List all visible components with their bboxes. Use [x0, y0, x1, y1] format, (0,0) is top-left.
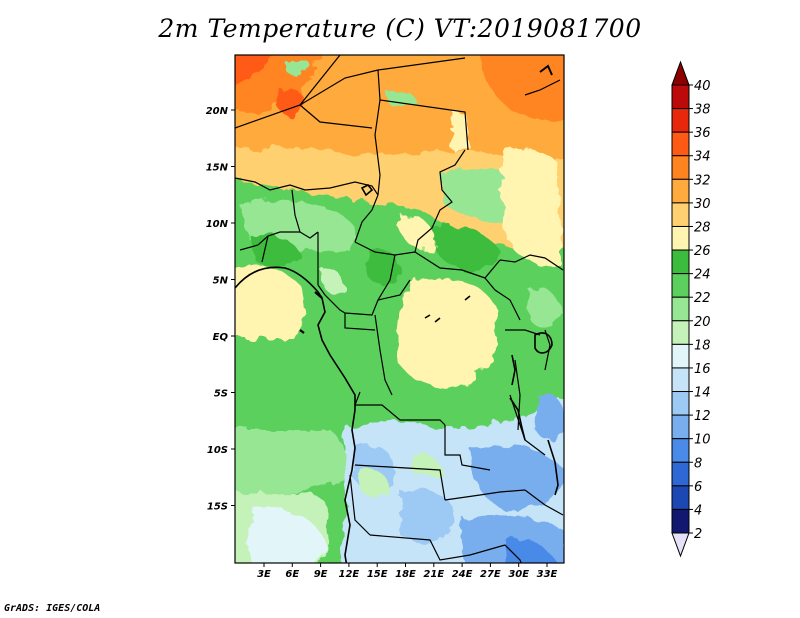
colorbar-swatch — [671, 202, 690, 227]
colorbar-max-arrow — [671, 60, 690, 86]
colorbar-swatch — [671, 84, 690, 110]
colorbar-label: 10 — [694, 433, 711, 448]
colorbar-swatch — [671, 320, 690, 345]
coastlines-and-lakes — [235, 64, 559, 563]
colorbar-label: 8 — [694, 456, 702, 471]
colorbar-label: 4 — [694, 503, 702, 518]
colorbar-swatch — [671, 273, 690, 298]
colorbar-swatch — [671, 249, 690, 275]
lon-label: 12E — [339, 569, 360, 580]
lat-label: 15N — [206, 163, 229, 174]
lon-label: 6E — [285, 569, 299, 580]
colorbar-swatch — [671, 225, 690, 251]
colorbar-swatch — [671, 108, 690, 133]
colorbar-swatch — [671, 296, 690, 322]
map-title: 2m Temperature (C) VT:2019081700 — [158, 14, 642, 43]
colorbar-label: 12 — [694, 409, 711, 424]
map-frame — [234, 54, 565, 564]
grads-credit: GrADS: IGES/COLA — [4, 603, 101, 614]
colorbar-swatch — [671, 367, 690, 393]
country-borders — [235, 55, 564, 563]
colorbar-label: 24 — [694, 268, 711, 283]
lon-label: 3E — [257, 569, 271, 580]
colorbar-label: 40 — [694, 79, 711, 94]
colorbar-label: 28 — [694, 220, 711, 235]
lon-label: 27E — [480, 569, 501, 580]
colorbar-min-arrow — [671, 532, 690, 558]
colorbar-swatch — [671, 438, 690, 463]
colorbar-swatch — [671, 155, 690, 180]
colorbar-swatch — [671, 178, 690, 204]
colorbar-swatch — [671, 485, 690, 510]
colorbar-label: 36 — [694, 126, 711, 141]
colorbar-label: 22 — [694, 291, 711, 306]
colorbar-swatch — [671, 461, 690, 487]
temperature-fill — [235, 55, 564, 563]
lon-label: 15E — [367, 569, 388, 580]
lon-label: 33E — [537, 569, 558, 580]
colorbar-label: 26 — [694, 244, 711, 259]
lat-label: 5N — [213, 276, 229, 287]
colorbar-label: 34 — [694, 150, 711, 165]
colorbar-swatch — [671, 508, 690, 534]
lon-label: 21E — [423, 569, 444, 580]
colorbar-label: 32 — [694, 173, 711, 188]
colorbar-label: 6 — [694, 480, 702, 495]
latitude-axis: 20N 15N 10N 5N EQ 5S 10S 15S — [206, 106, 235, 513]
colorbar-swatch — [671, 414, 690, 440]
lon-label: 24E — [452, 569, 473, 580]
lat-label: EQ — [213, 332, 229, 343]
colorbar-swatch — [671, 343, 690, 369]
lat-label: 15S — [207, 502, 228, 513]
colorbar-label: 14 — [694, 386, 711, 401]
colorbar-swatch — [671, 391, 690, 416]
lat-label: 20N — [206, 106, 229, 117]
colorbar-label: 38 — [694, 103, 711, 118]
colorbar-label: 16 — [694, 362, 711, 377]
colorbar-label: 30 — [694, 197, 711, 212]
lon-label: 18E — [395, 569, 416, 580]
lat-label: 5S — [214, 389, 228, 400]
lat-label: 10N — [206, 219, 229, 230]
longitude-axis: 3E 6E 9E 12E 15E 18E 21E 24E 27E 30E 33E — [257, 563, 558, 580]
colorbar-label: 18 — [694, 338, 711, 353]
colorbar-swatch — [671, 131, 690, 157]
colorbar-label: 20 — [694, 315, 711, 330]
lon-label: 30E — [508, 569, 529, 580]
colorbar-label: 2 — [694, 527, 702, 542]
lat-label: 10S — [207, 445, 228, 456]
temperature-map — [235, 55, 564, 563]
lon-label: 9E — [314, 569, 328, 580]
